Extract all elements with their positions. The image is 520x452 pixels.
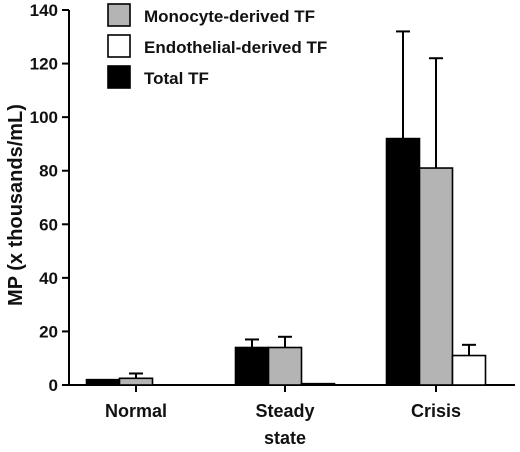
legend-label: Endothelial-derived TF	[144, 38, 327, 57]
error-bar-group	[129, 30, 476, 379]
y-tick-label: 80	[39, 162, 58, 181]
y-tick-group: 0 20 40 60 80 100 120 140	[30, 1, 69, 395]
bar-1-1	[267, 346, 303, 386]
bar-2-1	[418, 167, 454, 386]
y-tick-label: 120	[30, 55, 58, 74]
bar-0-0	[85, 378, 121, 386]
bar-0-1	[118, 377, 154, 386]
y-axis-label: MP (x thousands/mL)	[5, 104, 27, 306]
legend: Monocyte-derived TF Endothelial-derived T…	[107, 3, 327, 89]
y-tick-label: 140	[30, 1, 58, 20]
bar-1-0	[234, 346, 270, 386]
y-tick-label: 40	[39, 269, 58, 288]
y-tick-label: 100	[30, 108, 58, 127]
legend-swatch	[107, 34, 131, 58]
bar-2-2	[451, 354, 487, 386]
x-tick-label: Normal	[105, 401, 167, 421]
bar-2-0	[385, 137, 421, 386]
x-tick-label-group: Normal Steady state Crisis	[105, 385, 461, 448]
x-tick-label: Crisis	[411, 401, 461, 421]
legend-label: Total TF	[144, 69, 209, 88]
y-tick-label: 0	[49, 376, 58, 395]
x-tick-label: state	[264, 428, 306, 448]
legend-swatch	[107, 65, 131, 89]
x-tick-label: Steady	[255, 401, 314, 421]
bar-1-2	[300, 382, 336, 386]
y-tick-label: 20	[39, 322, 58, 341]
bar-group	[85, 137, 487, 386]
y-tick-label: 60	[39, 215, 58, 234]
legend-swatch	[107, 3, 131, 27]
legend-label: Monocyte-derived TF	[144, 7, 315, 26]
